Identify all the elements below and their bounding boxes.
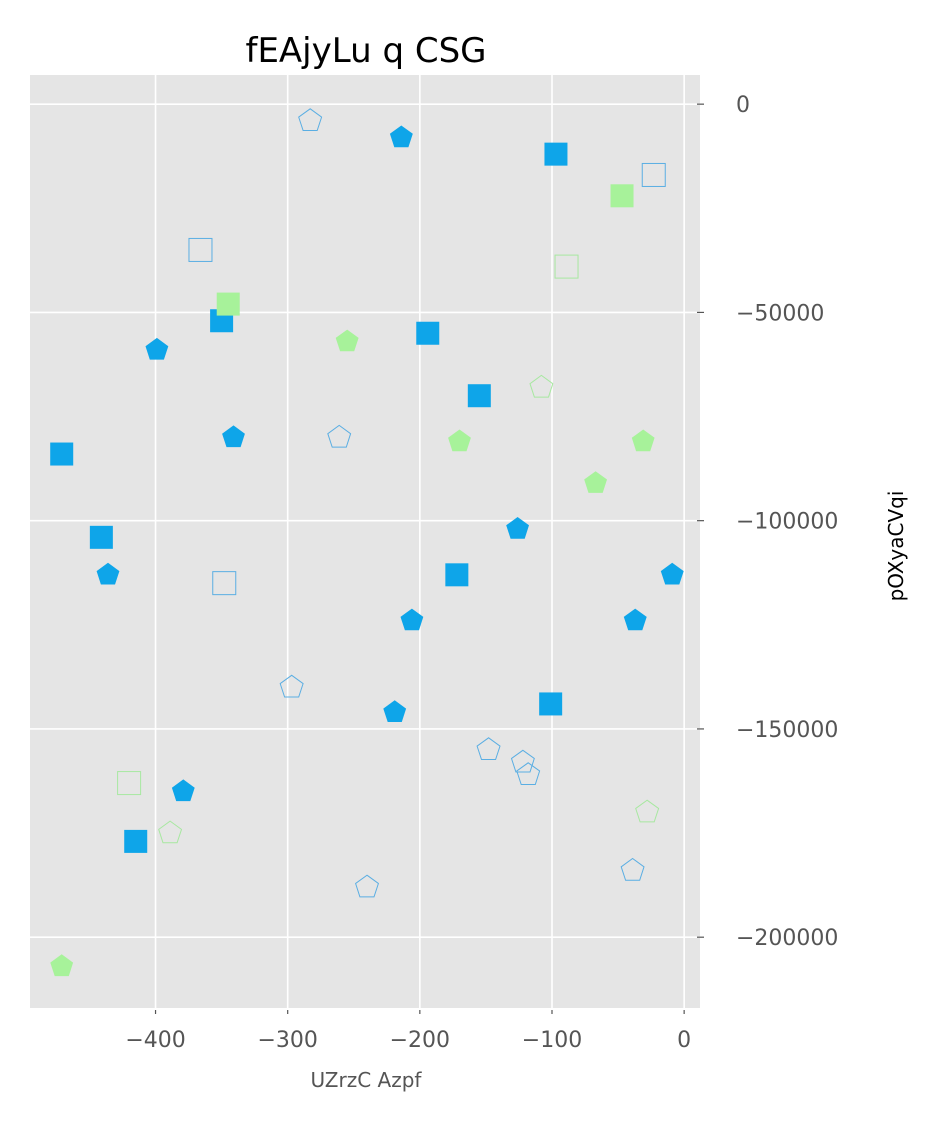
data-point-square — [467, 384, 491, 408]
data-point-pentagon — [327, 424, 352, 448]
data-point-pentagon — [448, 429, 471, 452]
x-tick-label: −100 — [522, 1028, 582, 1053]
plot-background — [30, 75, 700, 1008]
y-tick-label: 0 — [736, 93, 750, 118]
data-point-square — [544, 142, 568, 166]
y-tick-label: −150000 — [736, 718, 838, 743]
data-point-pentagon — [623, 608, 647, 631]
data-point-pentagon — [222, 425, 245, 448]
data-point-pentagon — [145, 337, 169, 360]
data-point-pentagon — [506, 517, 529, 539]
chart-title: fEAjyLu q CSG — [245, 31, 486, 71]
data-point-pentagon — [389, 125, 413, 148]
data-point-pentagon — [635, 799, 660, 823]
data-point-pentagon — [298, 108, 323, 131]
data-markers — [50, 108, 684, 977]
data-point-pentagon — [279, 674, 304, 698]
data-point-square — [416, 321, 440, 345]
grid-lines — [30, 75, 700, 1008]
y-axis-label: pOXyaCVqi — [884, 491, 908, 602]
axis-ticks: −400 −300 −200 −100 0 0 −50000 −100000 −150000 −2… — [125, 93, 838, 1053]
x-tick-label: −300 — [257, 1028, 317, 1053]
data-point-square — [89, 525, 113, 549]
data-point-square — [445, 563, 469, 587]
data-point-square — [212, 571, 237, 596]
data-point-square — [50, 442, 74, 466]
data-point-pentagon — [355, 874, 379, 898]
data-point-square — [610, 184, 634, 208]
data-point-pentagon — [516, 762, 541, 785]
y-tick-label: −50000 — [736, 301, 824, 326]
data-point-pentagon — [158, 820, 183, 844]
data-point-square — [117, 771, 142, 796]
data-point-square — [188, 237, 213, 262]
data-point-pentagon — [383, 700, 407, 722]
data-point-pentagon — [529, 374, 554, 398]
x-axis-label: UZrzC Azpf — [311, 1068, 423, 1092]
x-tick-label: −200 — [390, 1028, 450, 1053]
data-point-pentagon — [660, 562, 684, 585]
x-tick-label: 0 — [677, 1028, 691, 1053]
data-point-pentagon — [400, 608, 424, 631]
data-point-square — [539, 692, 563, 716]
data-point-pentagon — [620, 857, 645, 881]
data-point-square — [216, 292, 240, 316]
data-point-pentagon — [171, 779, 195, 802]
data-point-pentagon — [510, 749, 535, 773]
data-point-pentagon — [335, 329, 359, 352]
data-point-square — [554, 254, 579, 279]
data-point-pentagon — [476, 737, 501, 760]
data-point-pentagon — [631, 429, 655, 452]
data-point-pentagon — [96, 562, 120, 585]
y-tick-label: −200000 — [736, 926, 838, 951]
y-tick-label: −100000 — [736, 510, 838, 535]
data-point-square — [124, 829, 148, 853]
data-point-pentagon — [584, 471, 607, 493]
x-tick-label: −400 — [125, 1028, 185, 1053]
data-point-pentagon — [50, 954, 74, 977]
data-point-square — [641, 162, 666, 187]
